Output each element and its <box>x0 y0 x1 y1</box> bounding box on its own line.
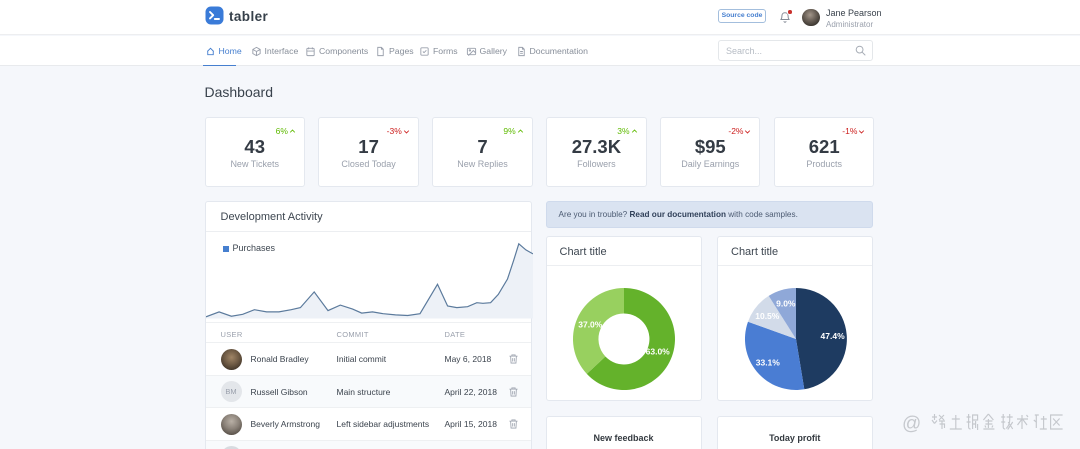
svg-text:33.1%: 33.1% <box>756 357 781 367</box>
svg-text:9.0%: 9.0% <box>776 298 796 308</box>
svg-text:47.4%: 47.4% <box>821 331 846 341</box>
svg-text:10.5%: 10.5% <box>755 311 780 321</box>
svg-text:@: @ <box>902 414 921 434</box>
svg-text:37.0%: 37.0% <box>578 319 603 329</box>
svg-text:63.0%: 63.0% <box>645 346 670 356</box>
